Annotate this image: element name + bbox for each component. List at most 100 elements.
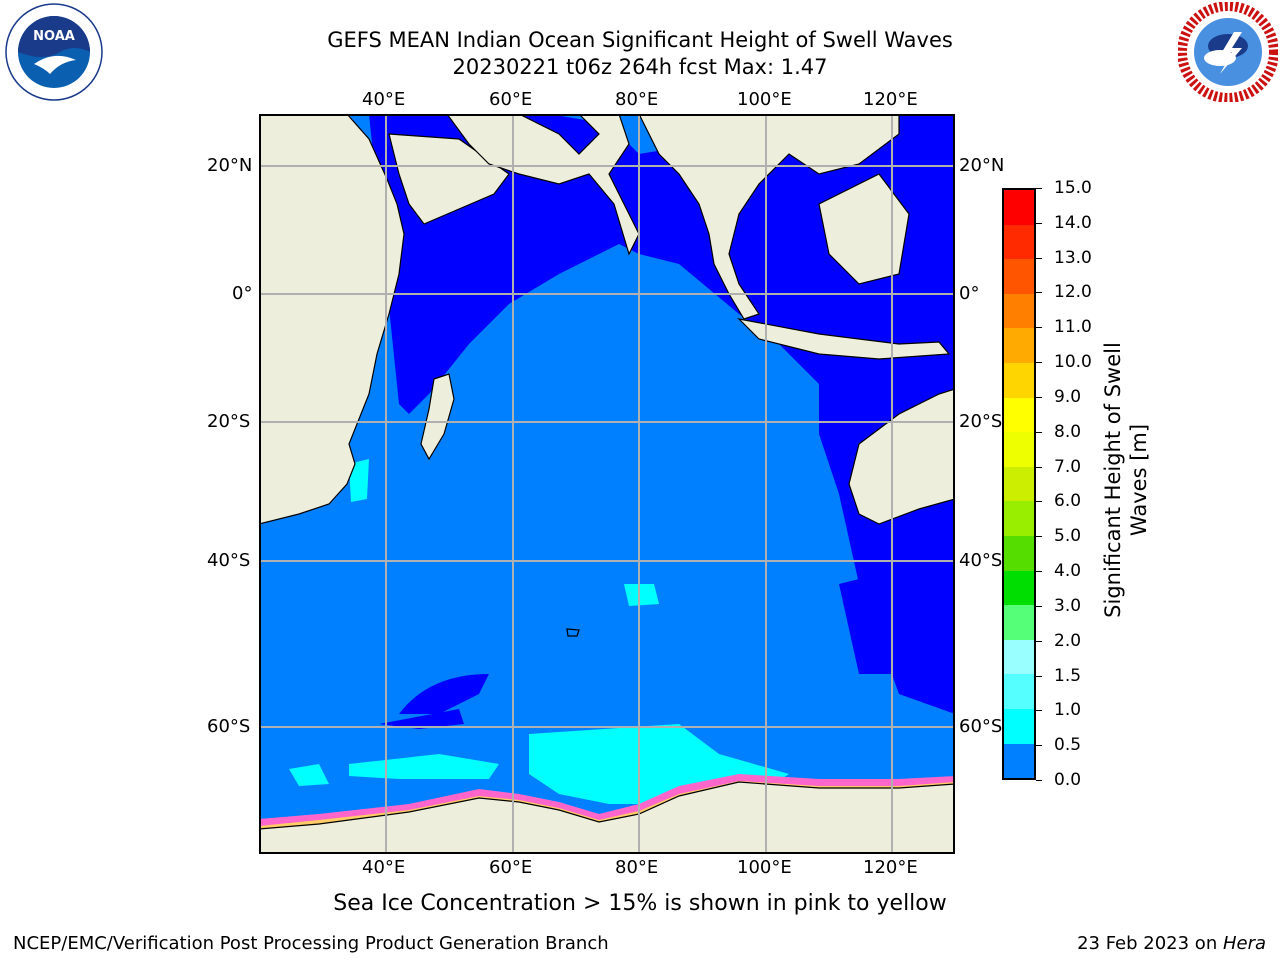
sea-ice-note: Sea Ice Concentration > 15% is shown in …: [333, 891, 947, 916]
colorbar-tick-label: 6.0: [1054, 491, 1082, 512]
footer-date: 23 Feb 2023 on Hera: [1077, 933, 1266, 954]
colorbar: [1002, 188, 1036, 780]
colorbar-segment: [1004, 570, 1034, 606]
colorbar-segment: [1004, 501, 1034, 536]
colorbar-segment: [1004, 397, 1034, 433]
footer-credit: NCEP/EMC/Verification Post Processing Pr…: [13, 933, 609, 954]
colorbar-tick-label: 13.0: [1054, 247, 1092, 268]
colorbar-tick-label: 9.0: [1054, 386, 1082, 407]
footer-date-text: 23 Feb 2023 on: [1077, 933, 1223, 954]
colorbar-tick-mark: [1036, 745, 1042, 747]
colorbar-segment: [1004, 328, 1034, 363]
lon-tick-top-100e: 100°E: [737, 89, 792, 110]
colorbar-tick-mark: [1036, 362, 1042, 364]
lat-tick-left-40s: 40°S: [207, 550, 251, 571]
lat-tick-right-40s: 40°S: [959, 550, 1003, 571]
region-low-swell-south-2: [379, 709, 464, 729]
land-india: [445, 113, 640, 256]
colorbar-tick-mark: [1036, 640, 1042, 642]
colorbar-tick-label: 14.0: [1054, 212, 1092, 233]
colorbar-label-line2: Waves [m]: [1127, 423, 1151, 537]
island-kerguelen: [566, 628, 580, 637]
colorbar-tick-mark: [1036, 780, 1042, 781]
ocean-map: [258, 113, 956, 855]
colorbar-segment: [1004, 293, 1034, 329]
colorbar-tick-label: 12.0: [1054, 282, 1092, 303]
lon-tick-top-40e: 40°E: [362, 89, 406, 110]
colorbar-tick-mark: [1036, 327, 1042, 329]
region-cyan-patch-3: [349, 459, 369, 502]
colorbar-segment: [1004, 190, 1034, 225]
lon-tick-top-80e: 80°E: [615, 89, 659, 110]
lon-tick-bottom-60e: 60°E: [489, 857, 533, 878]
colorbar-tick-mark: [1036, 222, 1042, 224]
lat-tick-right-20n: 20°N: [959, 155, 1005, 176]
colorbar-segment: [1004, 605, 1034, 640]
nws-logo: [1177, 1, 1279, 103]
lat-tick-right-0: 0°: [959, 283, 980, 304]
colorbar-tick-mark: [1036, 257, 1042, 259]
colorbar-tick-mark: [1036, 292, 1042, 294]
lon-tick-bottom-40e: 40°E: [362, 857, 406, 878]
lon-tick-top-120e: 120°E: [863, 89, 918, 110]
colorbar-tick-label: 3.0: [1054, 595, 1082, 616]
colorbar-tick-label: 2.0: [1054, 630, 1082, 651]
colorbar-tick-mark: [1036, 188, 1042, 189]
colorbar-segment: [1004, 259, 1034, 294]
region-low-swell-south-1: [399, 674, 489, 714]
lon-tick-bottom-80e: 80°E: [615, 857, 659, 878]
lon-tick-bottom-120e: 120°E: [863, 857, 918, 878]
lat-tick-left-60s: 60°S: [207, 716, 251, 737]
colorbar-tick-label: 10.0: [1054, 352, 1092, 373]
colorbar-tick-label: 4.0: [1054, 561, 1082, 582]
colorbar-tick-label: 7.0: [1054, 456, 1082, 477]
noaa-logo: NOAA: [4, 2, 104, 102]
footer-host: Hera: [1222, 933, 1266, 954]
colorbar-segment: [1004, 432, 1034, 467]
colorbar-tick-mark: [1036, 675, 1042, 677]
colorbar-tick-label: 1.0: [1054, 700, 1082, 721]
colorbar-tick-label: 8.0: [1054, 421, 1082, 442]
colorbar-tick-mark: [1036, 605, 1042, 607]
colorbar-segment: [1004, 224, 1034, 260]
colorbar-label: Significant Height of Swell Waves [m]: [1100, 180, 1152, 780]
colorbar-tick-label: 1.5: [1054, 665, 1082, 686]
map-frame: [259, 114, 955, 854]
colorbar-segment: [1004, 535, 1034, 571]
noaa-logo-text: NOAA: [33, 29, 75, 44]
land-madagascar: [420, 373, 455, 461]
region-low-swell-east: [839, 574, 899, 674]
land-java: [737, 318, 951, 360]
colorbar-label-line1: Significant Height of Swell: [1101, 342, 1125, 618]
colorbar-tick-label: 15.0: [1054, 178, 1092, 198]
colorbar-tick-label: 5.0: [1054, 526, 1082, 547]
chart-title: GEFS MEAN Indian Ocean Significant Heigh…: [327, 28, 953, 52]
colorbar-tick-label: 11.0: [1054, 317, 1092, 338]
region-cyan-patch-1: [289, 764, 329, 786]
region-low-swell-north: [369, 114, 955, 714]
colorbar-tick-label: 0.5: [1054, 735, 1082, 756]
colorbar-tick-labels: 15.0 14.0 13.0 12.0 11.0 10.0 9.0 8.0 7.0 6.0 5.0 4…: [1036, 178, 1112, 790]
lat-tick-right-20s: 20°S: [959, 411, 1003, 432]
colorbar-tick-mark: [1036, 501, 1042, 503]
colorbar-tick-mark: [1036, 710, 1042, 712]
colorbar-tick-mark: [1036, 571, 1042, 573]
lon-tick-top-60e: 60°E: [489, 89, 533, 110]
lon-tick-bottom-100e: 100°E: [737, 857, 792, 878]
map-grid: [259, 114, 955, 854]
land-borneo: [818, 173, 910, 285]
chart-subtitle: 20230221 t06z 264h fcst Max: 1.47: [452, 55, 828, 79]
colorbar-tick-mark: [1036, 396, 1042, 398]
lat-tick-left-20n: 20°N: [207, 155, 253, 176]
colorbar-tick-mark: [1036, 466, 1042, 468]
colorbar-tick-label: 0.0: [1054, 770, 1082, 790]
region-cyan-patch-2: [624, 584, 659, 606]
lat-tick-left-0: 0°: [232, 283, 253, 304]
colorbar-segment: [1004, 362, 1034, 398]
colorbar-segment: [1004, 466, 1034, 502]
colorbar-segment: [1004, 743, 1034, 779]
colorbar-segment: [1004, 674, 1034, 709]
colorbar-segment: [1004, 708, 1034, 744]
colorbar-tick-mark: [1036, 536, 1042, 538]
lat-tick-left-20s: 20°S: [207, 411, 251, 432]
